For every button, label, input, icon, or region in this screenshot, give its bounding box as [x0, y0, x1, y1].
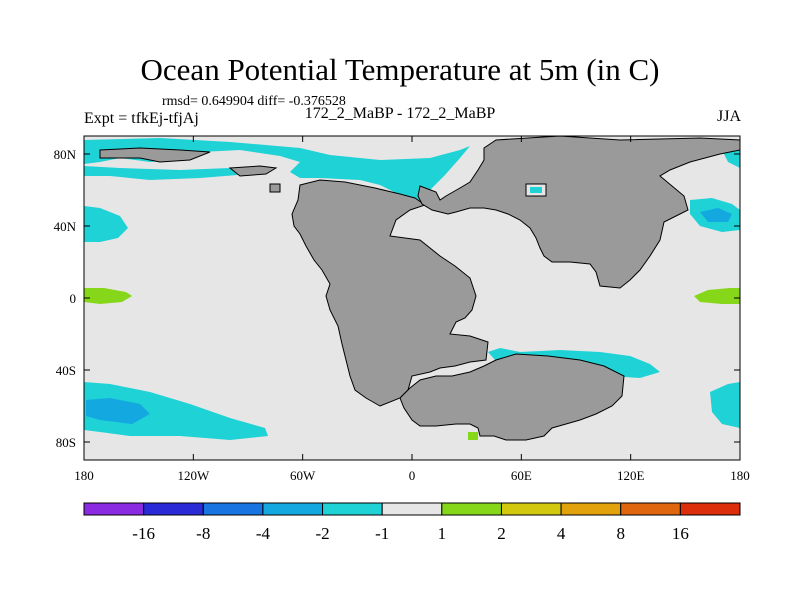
colorbar-swatch: [441, 502, 502, 516]
colorbar-label: -2: [315, 524, 329, 543]
y-tick-label: 40S: [56, 363, 76, 378]
colorbar-swatch: [620, 502, 681, 516]
x-tick-label: 180: [730, 468, 750, 483]
anomaly-patch-equator-west: [84, 288, 132, 304]
colorbar-swatch: [679, 502, 741, 516]
x-tick-label: 0: [409, 468, 416, 483]
colorbar-swatch: [322, 502, 383, 516]
land-eurasia-africa: [417, 135, 741, 289]
colorbar-swatch: [202, 502, 264, 516]
y-tick-label: 80N: [54, 147, 77, 162]
colorbar-label: -4: [256, 524, 271, 543]
land-small-island: [269, 183, 281, 193]
x-tick-label: 180: [74, 468, 94, 483]
stats-label: rmsd= 0.649904 diff= -0.376528: [162, 94, 346, 109]
experiment-label: Expt = tfkEj-tfjAj: [84, 110, 199, 127]
y-tick-label: 0: [70, 291, 77, 306]
x-axis: 180 120W 60W 0 60E 120E 180: [74, 136, 750, 483]
land-arctic-island: [99, 147, 211, 163]
anomaly-patch-south-pacific-core: [86, 398, 150, 424]
anomaly-patch-arctic-strip: [84, 166, 260, 180]
anomaly-patch-east-north-core: [700, 208, 732, 222]
x-tick-label: 120E: [617, 468, 645, 483]
colorbar-swatch: [143, 502, 204, 516]
land-southern-continent: [399, 353, 625, 441]
colorbar-label: 1: [438, 524, 447, 543]
x-tick-label: 60W: [290, 468, 316, 483]
land-layer: [99, 135, 741, 441]
lake-fill: [530, 187, 542, 193]
period-label: 172_2_MaBP - 172_2_MaBP: [304, 105, 496, 122]
colorbar-label: -1: [375, 524, 389, 543]
plot-area: [83, 135, 741, 461]
colorbar-swatch: [262, 502, 324, 516]
y-tick-label: 40N: [54, 219, 77, 234]
colorbar-label: 8: [616, 524, 625, 543]
anomaly-patch-equator-east: [694, 288, 740, 304]
x-tick-label: 60E: [511, 468, 532, 483]
season-label: JJA: [716, 108, 741, 125]
colorbar-label: 4: [557, 524, 566, 543]
y-tick-label: 80S: [56, 435, 76, 450]
colorbar-swatch: [500, 502, 562, 516]
colorbar-label: -16: [132, 524, 155, 543]
land-arctic-piece: [228, 165, 278, 177]
colorbar-label: 16: [672, 524, 689, 543]
anomaly-patch-southeast: [710, 382, 740, 428]
colorbar-label: -8: [196, 524, 210, 543]
colorbar: -16 -8 -4 -2 -1 1 2 4 8 16: [83, 502, 741, 543]
land-americas: [291, 179, 489, 407]
anomaly-patch-north-pacific: [84, 206, 128, 242]
colorbar-label: 2: [497, 524, 506, 543]
anomaly-patch-small-green: [468, 432, 478, 440]
anomaly-patch-south-pacific: [84, 382, 268, 440]
colorbar-swatch: [381, 502, 443, 516]
y-axis: 80N 40N 0 40S 80S: [54, 147, 740, 450]
colorbar-swatch: [83, 502, 145, 516]
colorbar-swatch: [560, 502, 622, 516]
chart-title: Ocean Potential Temperature at 5m (in C): [140, 52, 660, 87]
x-tick-label: 120W: [177, 468, 210, 483]
